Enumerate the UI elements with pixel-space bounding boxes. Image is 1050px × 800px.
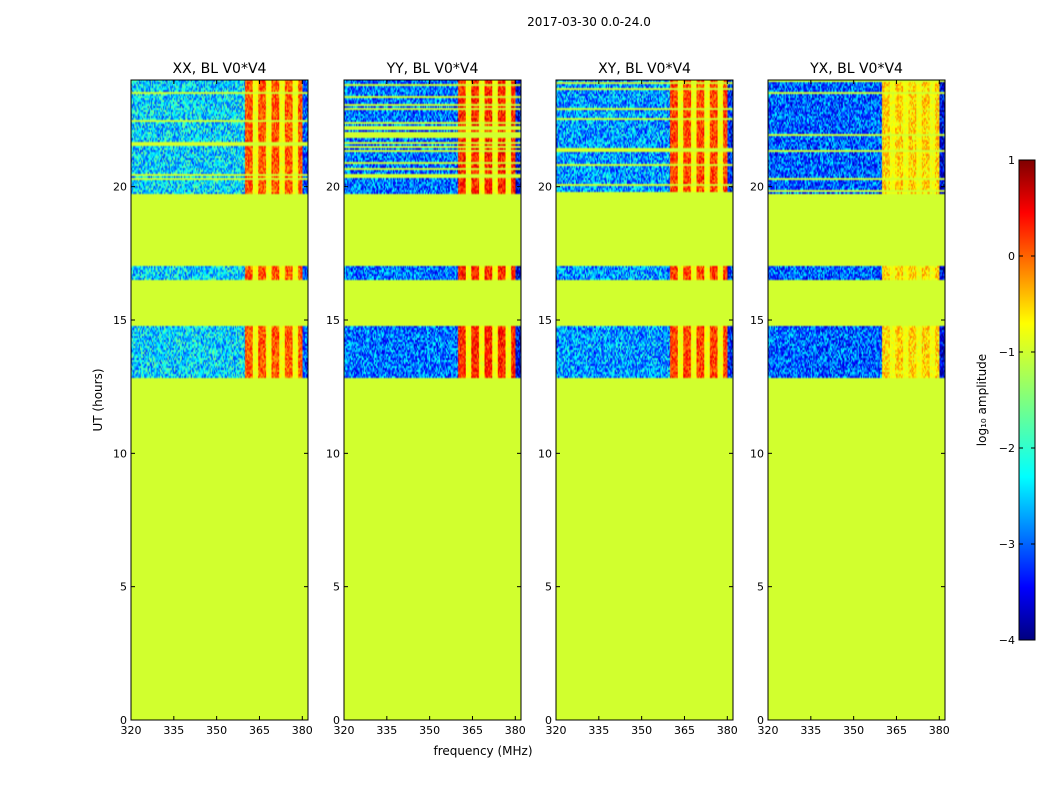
y-tick-label: 20 xyxy=(750,181,764,194)
x-tick-label: 335 xyxy=(376,724,397,737)
x-tick-label: 335 xyxy=(163,724,184,737)
x-tick-label: 350 xyxy=(206,724,227,737)
x-tick-label: 365 xyxy=(462,724,483,737)
y-tick-label: 20 xyxy=(326,181,340,194)
panel-frame xyxy=(555,79,734,721)
y-tick-label: 0 xyxy=(757,714,764,727)
spectrogram-panel: YX, BL V0*V4 320 335 350 365 380 0 5 10 15 20 xyxy=(750,61,950,737)
colorbar-tick-label: −1 xyxy=(999,346,1015,359)
x-axis-label: frequency (MHz) xyxy=(433,744,532,758)
x-tick-label: 365 xyxy=(674,724,695,737)
y-tick-label: 15 xyxy=(750,314,764,327)
colorbar-tick-label: 1 xyxy=(1008,154,1015,167)
panel-frame xyxy=(767,79,946,721)
x-tick-label: 350 xyxy=(843,724,864,737)
colorbar-tick-label: −4 xyxy=(999,634,1015,647)
x-tick-label: 365 xyxy=(249,724,270,737)
x-tick-label: 320 xyxy=(121,724,142,737)
spectrogram-image xyxy=(768,80,945,720)
panel-title: YX, BL V0*V4 xyxy=(809,61,903,77)
x-tick-label: 380 xyxy=(929,724,950,737)
spectrogram-canvas xyxy=(768,80,945,720)
x-tick-label: 365 xyxy=(886,724,907,737)
y-tick-label: 15 xyxy=(326,314,340,327)
spectrogram-canvas xyxy=(556,80,733,720)
spectrogram-canvas xyxy=(344,80,521,720)
x-tick-label: 350 xyxy=(631,724,652,737)
x-tick-label: 380 xyxy=(292,724,313,737)
colorbar-tick-label: 0 xyxy=(1008,250,1015,263)
y-tick-label: 0 xyxy=(545,714,552,727)
y-axis-label: UT (hours) xyxy=(91,368,105,431)
x-tick-label: 350 xyxy=(419,724,440,737)
y-tick-label: 20 xyxy=(538,181,552,194)
y-tick-label: 10 xyxy=(538,447,552,460)
spectrogram-image xyxy=(556,80,733,720)
colorbar-tick-label: −2 xyxy=(999,442,1015,455)
y-tick-label: 10 xyxy=(113,447,127,460)
y-tick-label: 10 xyxy=(326,447,340,460)
colorbar-tick-label: −3 xyxy=(999,538,1015,551)
y-tick-label: 15 xyxy=(113,314,127,327)
spectrogram-canvas xyxy=(131,80,308,720)
x-tick-label: 320 xyxy=(546,724,567,737)
x-tick-label: 335 xyxy=(588,724,609,737)
y-tick-label: 5 xyxy=(545,581,552,594)
spectrogram-image xyxy=(131,80,308,720)
y-tick-label: 0 xyxy=(333,714,340,727)
spectrogram-image xyxy=(344,80,521,720)
x-tick-label: 320 xyxy=(334,724,355,737)
spectrogram-panel: XX, BL V0*V4 320 335 350 365 380 0 5 10 15 20 xyxy=(113,61,313,737)
spectrogram-panel: XY, BL V0*V4 320 335 350 365 380 0 5 10 15 20 xyxy=(538,61,738,737)
y-tick-label: 0 xyxy=(120,714,127,727)
x-tick-label: 380 xyxy=(505,724,526,737)
colorbar-label: log₁₀ amplitude xyxy=(975,354,989,446)
spectrogram-panel: YY, BL V0*V4 320 335 350 365 380 0 5 10 15 20 xyxy=(326,61,526,737)
y-tick-label: 5 xyxy=(333,581,340,594)
colorbar: −4 −3 −2 −1 0 1 xyxy=(999,154,1036,647)
y-tick-label: 20 xyxy=(113,181,127,194)
y-tick-label: 5 xyxy=(757,581,764,594)
x-tick-label: 380 xyxy=(717,724,738,737)
x-tick-label: 320 xyxy=(758,724,779,737)
panel-title: XY, BL V0*V4 xyxy=(598,61,691,77)
x-tick-label: 335 xyxy=(800,724,821,737)
panel-frame xyxy=(130,79,309,721)
y-tick-label: 5 xyxy=(120,581,127,594)
panel-title: XX, BL V0*V4 xyxy=(173,61,267,77)
figure-title: 2017-03-30 0.0-24.0 xyxy=(527,15,651,29)
y-tick-label: 15 xyxy=(538,314,552,327)
y-tick-label: 10 xyxy=(750,447,764,460)
panel-frame xyxy=(343,79,522,721)
panel-title: YY, BL V0*V4 xyxy=(386,61,479,77)
colorbar-gradient xyxy=(1018,159,1036,641)
